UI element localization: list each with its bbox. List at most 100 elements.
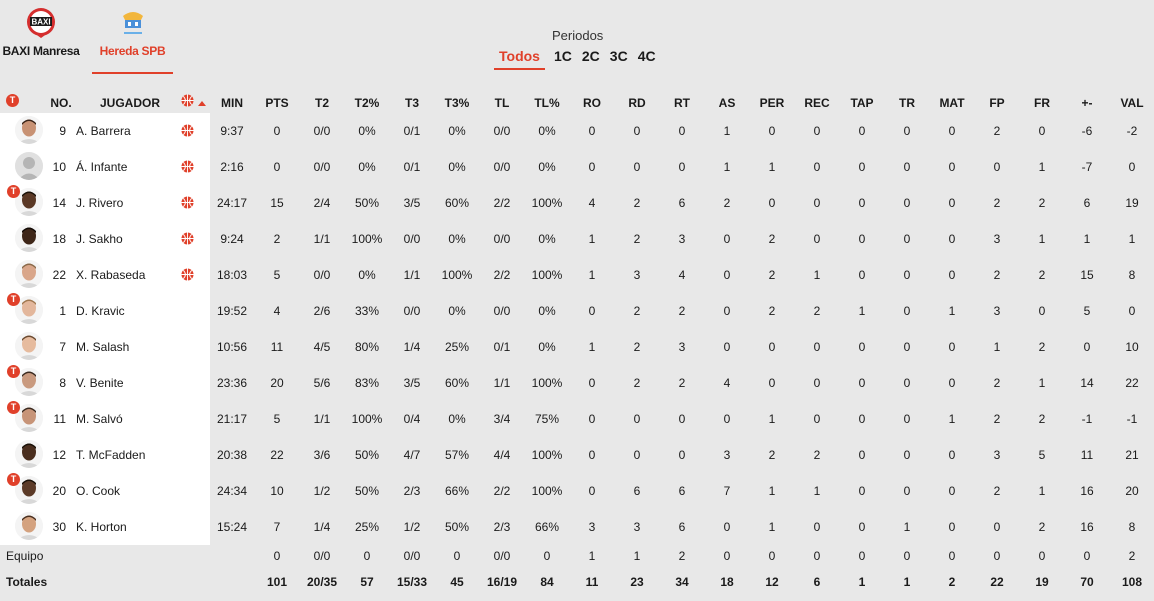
player-avatar[interactable] bbox=[15, 224, 43, 252]
totals_row-stat-cell: 2 bbox=[948, 575, 956, 589]
team-name-home: BAXI Manresa bbox=[2, 44, 80, 58]
stat-cell: 0 bbox=[768, 340, 776, 354]
stat-cell: 0/1 bbox=[493, 340, 511, 354]
stat-cell: 2/2 bbox=[493, 196, 511, 210]
col-header-as[interactable]: AS bbox=[718, 96, 736, 110]
player-name[interactable]: O. Cook bbox=[76, 484, 121, 498]
stat-cell: 0 bbox=[858, 448, 866, 462]
stat-cell: 0/4 bbox=[403, 412, 421, 426]
player-number: 1 bbox=[59, 304, 66, 318]
col-header-player[interactable]: JUGADOR bbox=[99, 96, 160, 110]
col-header-per[interactable]: PER bbox=[759, 96, 785, 110]
player-name[interactable]: K. Horton bbox=[76, 520, 127, 534]
player-avatar[interactable] bbox=[15, 440, 43, 468]
team-tab-away[interactable]: Hereda SPB bbox=[92, 0, 173, 74]
player-name[interactable]: D. Kravic bbox=[76, 304, 125, 318]
col-header-fr[interactable]: FR bbox=[1034, 96, 1050, 110]
stat-cell: 1/1 bbox=[403, 268, 421, 282]
sort-arrow-icon[interactable] bbox=[198, 101, 206, 106]
on-court-ball-icon bbox=[181, 124, 194, 137]
player-avatar[interactable] bbox=[15, 116, 43, 144]
totals_row-stat-cell bbox=[210, 575, 254, 589]
col-header-mat[interactable]: MAT bbox=[939, 96, 965, 110]
col-header-no[interactable]: NO. bbox=[50, 96, 72, 110]
stat-cell: 0% bbox=[358, 160, 376, 174]
period-3c[interactable]: 3C bbox=[609, 48, 628, 64]
stat-cell: 5 bbox=[1083, 304, 1091, 318]
player-name[interactable]: A. Barrera bbox=[76, 124, 131, 138]
stat-cell: 4 bbox=[723, 376, 731, 390]
col-header-rec[interactable]: REC bbox=[804, 96, 830, 110]
col-header-fp[interactable]: FP bbox=[989, 96, 1005, 110]
stat-cell: 0/0 bbox=[493, 160, 511, 174]
col-header-t2[interactable]: T2% bbox=[354, 96, 380, 110]
player-avatar[interactable] bbox=[15, 512, 43, 540]
col-header-t2[interactable]: T2 bbox=[314, 96, 329, 110]
totals_row-stat-cell: 22 bbox=[990, 575, 1004, 589]
periods-label: Periodos bbox=[552, 28, 604, 43]
stat-cell: -6 bbox=[1081, 124, 1093, 138]
period-todos[interactable]: Todos bbox=[494, 46, 545, 70]
stat-cell: 100% bbox=[531, 448, 563, 462]
team-tab-home[interactable]: BAXI BAXI Manresa bbox=[0, 0, 82, 74]
player-name[interactable]: X. Rabaseda bbox=[76, 268, 146, 282]
stat-cell: 0% bbox=[448, 304, 466, 318]
col-header-ro[interactable]: RO bbox=[583, 96, 601, 110]
stat-cell: 1 bbox=[813, 268, 821, 282]
period-2c[interactable]: 2C bbox=[581, 48, 600, 64]
col-header-tl[interactable]: TL bbox=[494, 96, 510, 110]
col-header-rd[interactable]: RD bbox=[628, 96, 646, 110]
period-1c[interactable]: 1C bbox=[553, 48, 572, 64]
stat-cell: 0 bbox=[723, 304, 731, 318]
stat-cell: 0/0 bbox=[493, 304, 511, 318]
player-avatar[interactable] bbox=[15, 332, 43, 360]
player-name[interactable]: Á. Infante bbox=[76, 160, 128, 174]
col-header-tr[interactable]: TR bbox=[899, 96, 915, 110]
stat-cell: 0 bbox=[948, 160, 956, 174]
col-header-rt[interactable]: RT bbox=[674, 96, 690, 110]
player-avatar[interactable] bbox=[15, 476, 43, 504]
stat-cell: 3 bbox=[993, 448, 1001, 462]
col-header-[interactable]: +- bbox=[1081, 96, 1093, 110]
stat-cell: 3 bbox=[588, 520, 596, 534]
player-number: 20 bbox=[52, 484, 66, 498]
stat-cell: 0 bbox=[858, 340, 866, 354]
period-4c[interactable]: 4C bbox=[637, 48, 656, 64]
period-selector: Todos 1C 2C 3C 4C bbox=[494, 46, 661, 70]
stat-cell: 0 bbox=[903, 304, 911, 318]
player-name[interactable]: M. Salvó bbox=[76, 412, 123, 426]
totals_row-stat-cell: 57 bbox=[360, 575, 374, 589]
stat-cell: 0% bbox=[358, 268, 376, 282]
stat-cell: 5/6 bbox=[313, 376, 331, 390]
stat-cell: 0 bbox=[813, 340, 821, 354]
stat-cell: 9:37 bbox=[220, 124, 244, 138]
stat-cell: 0 bbox=[948, 268, 956, 282]
col-header-val[interactable]: VAL bbox=[1120, 96, 1144, 110]
player-name[interactable]: J. Sakho bbox=[76, 232, 123, 246]
stat-cell: 0 bbox=[813, 232, 821, 246]
player-avatar[interactable] bbox=[15, 260, 43, 288]
stat-cell: 3 bbox=[633, 268, 641, 282]
col-header-tl[interactable]: TL% bbox=[534, 96, 560, 110]
player-avatar[interactable] bbox=[15, 296, 43, 324]
col-header-tap[interactable]: TAP bbox=[850, 96, 874, 110]
player-avatar[interactable] bbox=[15, 152, 43, 180]
stat-cell: 0 bbox=[273, 124, 281, 138]
col-header-min[interactable]: MIN bbox=[221, 96, 243, 110]
totals_row-stat-cell: 12 bbox=[765, 575, 779, 589]
player-name[interactable]: M. Salash bbox=[76, 340, 130, 354]
stat-cell: 1/1 bbox=[313, 232, 331, 246]
stat-cell: 2 bbox=[993, 196, 1001, 210]
stat-cell: 1 bbox=[588, 268, 596, 282]
stat-cell: 0 bbox=[813, 376, 821, 390]
stat-cell: 1 bbox=[768, 484, 776, 498]
stat-cell: 1 bbox=[768, 412, 776, 426]
col-header-pts[interactable]: PTS bbox=[265, 96, 289, 110]
col-header-t3[interactable]: T3 bbox=[404, 96, 419, 110]
player-name[interactable]: J. Rivero bbox=[76, 196, 124, 210]
totals_row-stat-cell: 34 bbox=[675, 575, 689, 589]
player-name[interactable]: T. McFadden bbox=[76, 448, 146, 462]
col-header-t3[interactable]: T3% bbox=[444, 96, 470, 110]
player-column-panel bbox=[0, 113, 210, 545]
player-name[interactable]: V. Benite bbox=[76, 376, 124, 390]
